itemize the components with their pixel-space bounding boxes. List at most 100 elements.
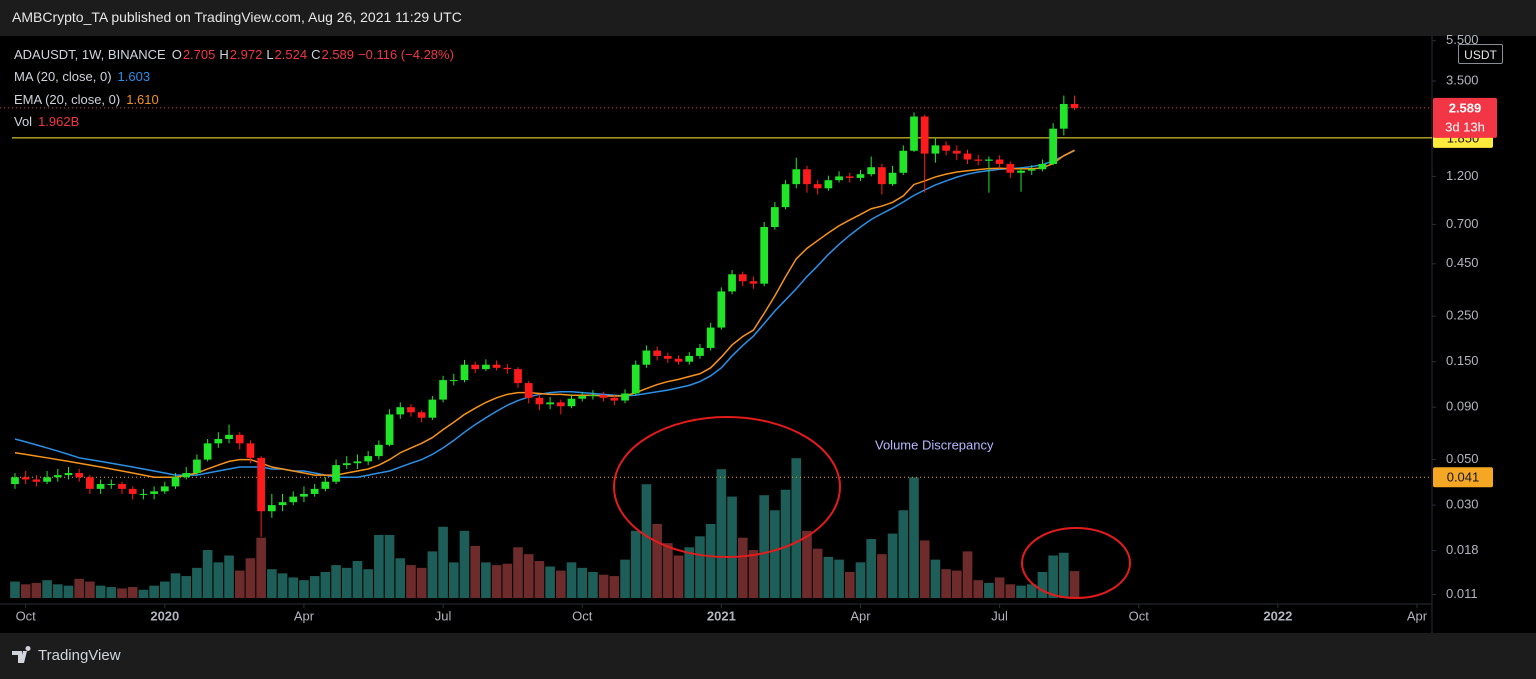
volume-bar [919,540,930,598]
y-tick-label: 1.200 [1446,168,1479,183]
volume-bar [438,526,448,598]
volume-bar [588,571,598,598]
candle-body [128,488,137,494]
candle-body [728,274,736,292]
bottom-strip [0,633,1536,679]
candle-body [407,407,415,413]
volume-bar [427,551,438,598]
volume-name: Vol [14,114,33,130]
volume-bar [95,585,106,598]
volume-bar [459,530,470,598]
volume-bar [770,510,780,598]
volume-bar [844,571,855,598]
price-level-label: 0.041 [1447,470,1480,485]
candle-body [717,291,726,328]
candle-body [781,184,790,208]
candle-body [621,393,629,401]
volume-bar [341,567,352,598]
candle-body [738,274,747,282]
volume-bar [973,580,984,598]
volume-bar [684,547,695,598]
volume-bar [716,469,727,598]
volume-bar [855,562,866,598]
symbol: ADAUSDT, 1W, BINANCE [14,47,166,62]
volume-bar [170,573,181,598]
y-tick-label: 0.150 [1446,353,1479,368]
legend-row: Vol 1.962B [14,111,455,133]
x-tick-label: Apr [850,608,871,623]
volume-bar [74,578,85,598]
candle-body [524,383,533,398]
volume-bar [866,539,877,598]
candle-body [396,407,405,415]
volume-bar [834,559,844,598]
volume-bar [909,477,919,598]
ohlc-key: O [171,47,182,62]
volume-bar [802,530,812,598]
candle-body [364,456,373,462]
candle-body [353,461,362,464]
volume-bar [941,569,951,598]
volume-value: 1.962B [38,114,80,130]
volume-bar [224,555,234,598]
volume-bar [962,551,973,598]
candle-body [910,116,918,151]
candle-body [567,398,576,407]
brand: TradingView [38,647,121,664]
volume-bar [309,576,320,598]
candle-body [931,145,940,154]
candle-body [920,116,929,154]
candle-body [803,169,811,185]
volume-bar [395,558,406,598]
x-tick-label: Jul [991,608,1008,623]
volume-bar [898,510,909,598]
volume-bar [577,567,588,598]
candle-body [845,176,854,178]
candle-body [11,477,19,485]
volume-bar [609,576,620,598]
candle-body [460,364,469,381]
candle-body [1070,103,1079,108]
candle-body [696,347,704,356]
candle-body [1017,170,1025,173]
volume-bar [545,566,555,598]
volume-bar [470,545,481,598]
countdown: 3d 13h [1445,119,1485,134]
volume-bar [384,534,395,598]
x-tick-label: Oct [16,608,37,623]
y-tick-label: 0.250 [1446,308,1479,323]
volume-bar [663,543,673,598]
candle-body [310,488,319,494]
ohlc-key: L [266,47,274,62]
change: −0.116 (−4.28%) [358,47,454,62]
indicator-name: MA (20, close, 0) [14,69,112,85]
y-tick-label: 0.011 [1446,586,1478,601]
volume-bar [555,570,566,598]
x-tick-label: 2022 [1263,608,1292,623]
y-tick-label: 0.050 [1446,451,1479,466]
volume-bar [149,585,159,598]
y-tick-label: 0.700 [1446,216,1479,231]
volume-bar [566,562,577,598]
volume-bar [20,584,31,598]
x-tick-label: Apr [294,608,315,623]
candle-body [952,150,961,154]
candle-body [942,145,950,151]
candle-body [878,167,886,185]
candle-body [21,477,30,480]
volume-bar [106,587,117,598]
volume-bar [267,569,277,598]
candle-body [824,180,833,189]
volume-bar [513,547,523,598]
candle-body [503,367,512,370]
candle-body [289,496,298,503]
candle-body [182,473,191,478]
volume-bar [1037,571,1048,598]
volume-bar [759,495,769,598]
x-tick-label: 2020 [150,608,179,623]
volume-bar [181,576,192,598]
candle-body [792,169,801,185]
candle-body [835,176,843,181]
